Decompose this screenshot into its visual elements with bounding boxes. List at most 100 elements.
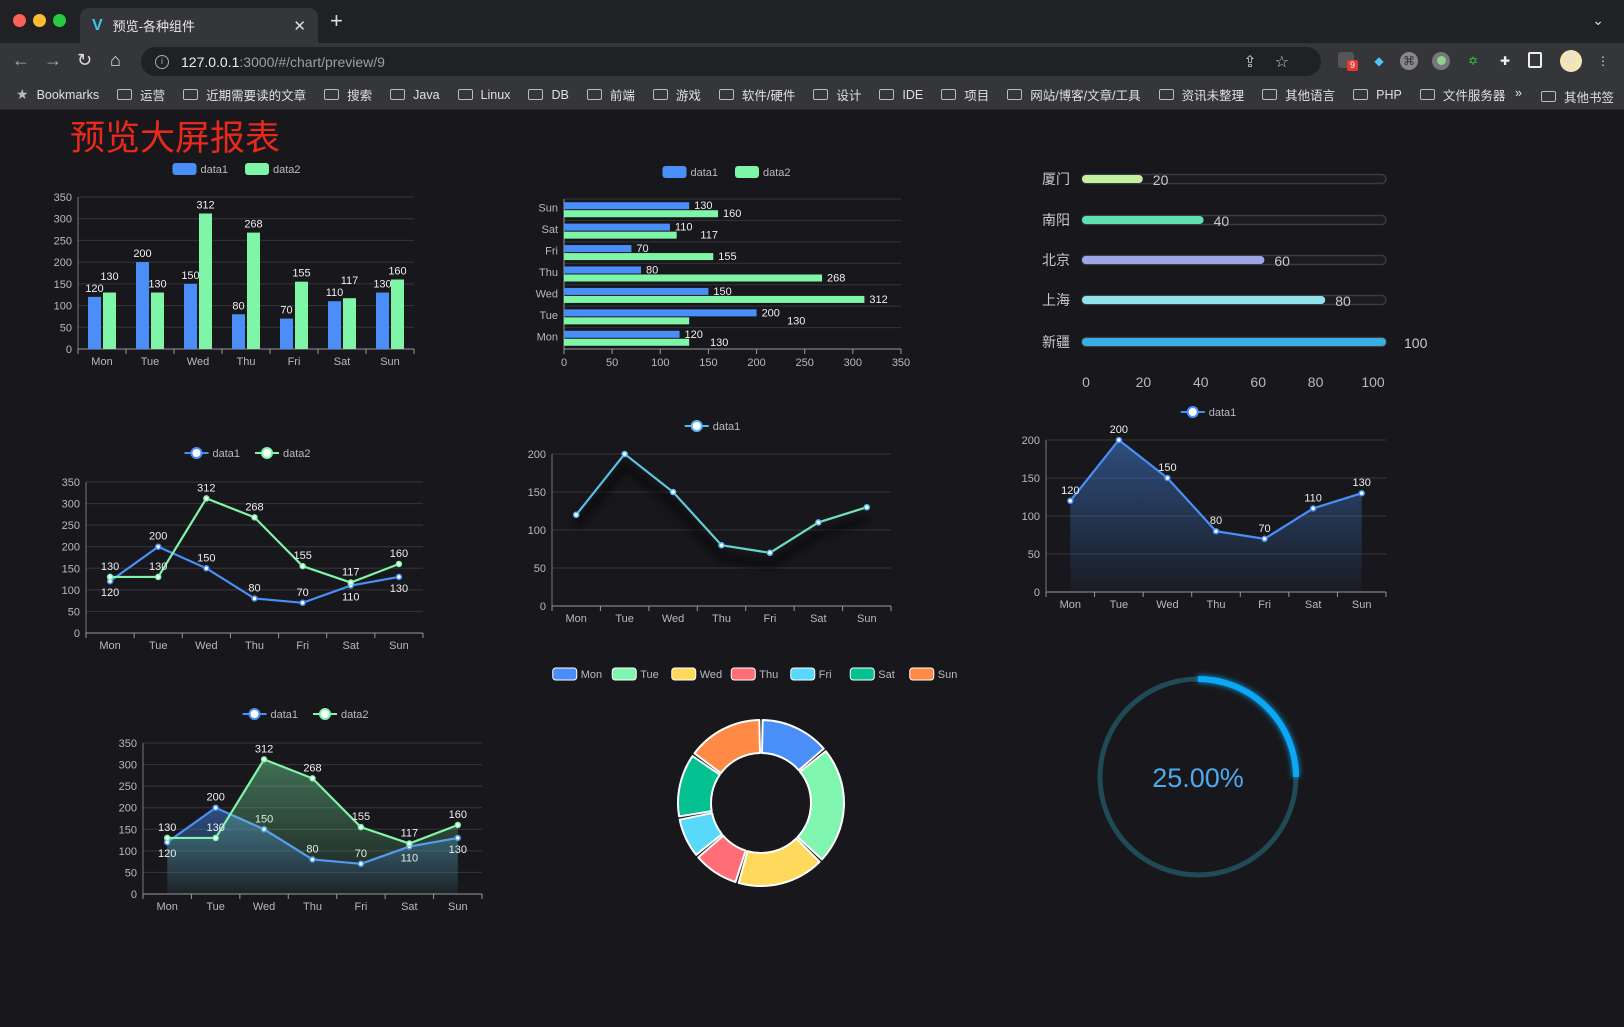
legend-item-data2[interactable]: data2 [245,163,301,176]
legend-item-Fri[interactable]: Fri [790,667,832,681]
bookmark-folder[interactable]: 运营 [117,85,165,104]
minimize-window-button[interactable] [33,14,46,27]
data-point[interactable] [572,511,580,519]
data-point[interactable] [1164,474,1171,482]
home-icon[interactable]: ⌂ [110,50,121,70]
bookmark-folder[interactable]: 文件服务器 [1419,85,1505,104]
data-point[interactable] [106,573,114,581]
data-point[interactable] [357,823,365,831]
legend-item-data1[interactable]: data1 [184,447,241,460]
data-point[interactable] [154,543,162,550]
data-point[interactable] [347,579,355,586]
green-dot-extension-icon[interactable] [1432,52,1450,70]
donut-slice-Wed[interactable] [737,837,821,887]
new-tab-button[interactable]: + [330,8,343,33]
menu-kebab-icon[interactable]: ⋮ [1597,54,1609,68]
data-point[interactable] [766,549,774,557]
legend-item-Wed[interactable]: Wed [671,667,722,681]
bar-data1[interactable] [564,330,680,338]
bar-data2[interactable] [343,298,356,349]
donut-slice-Fri[interactable] [678,812,723,856]
data-point[interactable] [1309,505,1317,512]
donut-slice-Tue[interactable] [796,750,845,861]
more-bookmarks-button[interactable]: » [1515,86,1522,100]
browser-tab[interactable]: V 预览-各种组件 ✕ [80,8,318,43]
bookmark-folder[interactable]: 项目 [941,85,989,104]
command-extension-icon[interactable]: ⌘ [1400,52,1418,70]
data-point[interactable] [395,560,403,568]
extension-icon[interactable]: 9 [1338,52,1358,71]
share-icon[interactable]: ⇪ [1243,53,1275,71]
data-point[interactable] [1261,535,1268,543]
data-point[interactable] [212,804,219,811]
data-point[interactable] [454,821,462,829]
close-window-button[interactable] [13,14,26,27]
data-point[interactable] [1115,436,1123,444]
bookmark-folder[interactable]: 搜索 [324,85,372,104]
bar-data1[interactable] [328,301,341,349]
data-point[interactable] [621,450,628,458]
bar-data1[interactable] [280,318,293,349]
legend-item-data2[interactable]: data2 [255,447,311,460]
data-point[interactable] [1212,527,1220,535]
bar-data1[interactable] [88,296,101,349]
data-point[interactable] [251,595,258,602]
bookmark-folder[interactable]: 资讯未整理 [1158,85,1244,104]
data-point[interactable] [299,562,306,570]
bar-data2[interactable] [151,292,164,349]
data-point[interactable] [212,834,219,842]
legend-item-Sat[interactable]: Sat [849,667,895,681]
bar-data2[interactable] [564,317,690,325]
tab-search-chevron-icon[interactable]: ⌄ [1592,12,1604,28]
back-icon[interactable]: ← [12,50,30,70]
data-point[interactable] [154,573,162,581]
progress-fill[interactable] [1082,338,1386,346]
legend-item-data2[interactable]: data2 [735,166,791,179]
avatar[interactable]: 😜 [1560,50,1582,72]
data-point[interactable] [395,573,403,581]
bookmark-folder[interactable]: DB [528,88,569,102]
data-point[interactable] [863,503,871,511]
progress-fill[interactable] [1082,216,1204,224]
other-bookmarks[interactable]: 其他书签 [1540,87,1614,106]
bar-data2[interactable] [564,338,690,346]
bar-data1[interactable] [232,314,245,349]
bookmark-folder[interactable]: 设计 [813,85,861,104]
data-point[interactable] [260,756,268,763]
data-point[interactable] [251,514,258,521]
bookmark-folder[interactable]: Linux [457,88,510,102]
legend-item-Mon[interactable]: Mon [552,667,602,681]
diamond-extension-icon[interactable]: ◆ [1374,54,1384,68]
legend-item-data1[interactable]: data1 [684,420,741,433]
bar-data2[interactable] [564,253,714,261]
bar-data2[interactable] [564,210,719,218]
bar-data2[interactable] [247,232,260,349]
legend-item-Sun[interactable]: Sun [909,667,958,681]
progress-fill[interactable] [1082,296,1326,304]
bar-data1[interactable] [564,309,757,317]
data-point[interactable] [1358,489,1365,497]
side-panel-icon[interactable] [1528,52,1542,68]
bookmark-folder[interactable]: Java [390,88,440,102]
bookmark-folder[interactable]: 软件/硬件 [718,85,795,104]
legend-item-Tue[interactable]: Tue [611,667,659,681]
legend-item-Thu[interactable]: Thu [730,667,778,681]
star-extension-icon[interactable]: ✡ [1467,54,1479,68]
data-point[interactable] [163,834,171,842]
bookmark-folder[interactable]: 网站/博客/文章/工具 [1007,85,1141,104]
legend-item-data1[interactable]: data1 [242,708,299,721]
data-point[interactable] [406,840,413,847]
bar-data2[interactable] [103,292,116,349]
bar-data2[interactable] [391,279,404,349]
donut-slice-Mon[interactable] [761,719,825,772]
bar-data1[interactable] [564,223,670,231]
site-info-icon[interactable]: i [155,54,169,69]
puzzle-extensions-icon[interactable]: ✚ [1499,54,1511,68]
reload-icon[interactable]: ↻ [77,50,93,70]
donut-slice-Sun[interactable] [693,719,761,775]
bookmark-folder[interactable]: 近期需要读的文章 [183,85,306,104]
bookmark-folder[interactable]: PHP [1353,88,1402,102]
bookmark-folder[interactable]: 其他语言 [1262,85,1335,104]
progress-fill[interactable] [1082,256,1265,264]
maximize-window-button[interactable] [53,14,66,27]
